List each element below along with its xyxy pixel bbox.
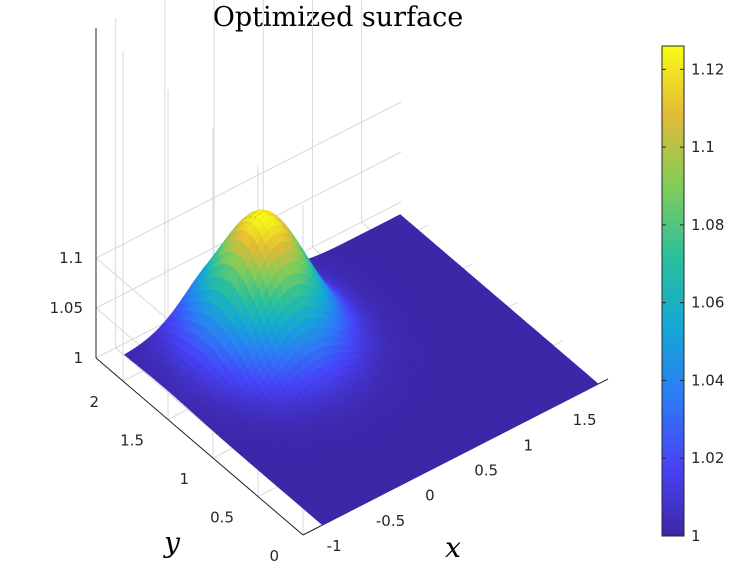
y-axis-label: y: [162, 526, 181, 559]
y-tick-label: 1: [179, 470, 189, 488]
x-tick-label: -0.5: [376, 512, 405, 530]
z-tick-labels: 1 1.05 1.1: [50, 249, 83, 367]
grid-line: [95, 101, 402, 259]
colorbar-gradient: [661, 45, 685, 537]
y-tick-label: 1.5: [120, 432, 144, 450]
z-tick-label: 1.05: [50, 299, 83, 317]
x-tick-label: 0: [425, 487, 435, 505]
axis-line: [95, 357, 304, 536]
colorbar-ticks: 1 1.02 1.04 1.06 1.08 1.1 1.12: [662, 60, 724, 545]
y-tick-labels: 0 0.5 1 1.5 2: [89, 393, 279, 564]
x-tick-label: -1: [327, 537, 342, 555]
x-tick-label: 1.5: [573, 411, 597, 429]
colorbar-tick-label: 1: [691, 527, 701, 545]
y-tick-label: 2: [89, 393, 99, 411]
surface-plot: [124, 209, 599, 526]
colorbar-tick-label: 1.1: [691, 138, 715, 156]
colorbar-tick-label: 1.06: [691, 294, 724, 312]
z-tick-label: 1.1: [59, 249, 83, 267]
surface-cell: [588, 380, 599, 387]
x-tick-label: 0.5: [474, 461, 498, 479]
y-tick-label: 0.5: [210, 509, 234, 527]
x-tick-label: 1: [523, 436, 533, 454]
x-axis-label: x: [445, 531, 461, 564]
colorbar-tick-label: 1.04: [691, 371, 724, 389]
colorbar-tick-label: 1.02: [691, 449, 724, 467]
x-tick-labels: -1 -0.5 0 0.5 1 1.5: [327, 411, 597, 555]
colorbar: 1 1.02 1.04 1.06 1.08 1.1 1.12: [661, 45, 724, 545]
colorbar-tick-label: 1.12: [691, 60, 724, 78]
z-tick-label: 1: [73, 349, 83, 367]
colorbar-tick-label: 1.08: [691, 216, 724, 234]
y-tick-label: 0: [269, 547, 279, 564]
chart-title: Optimized surface: [213, 2, 464, 33]
